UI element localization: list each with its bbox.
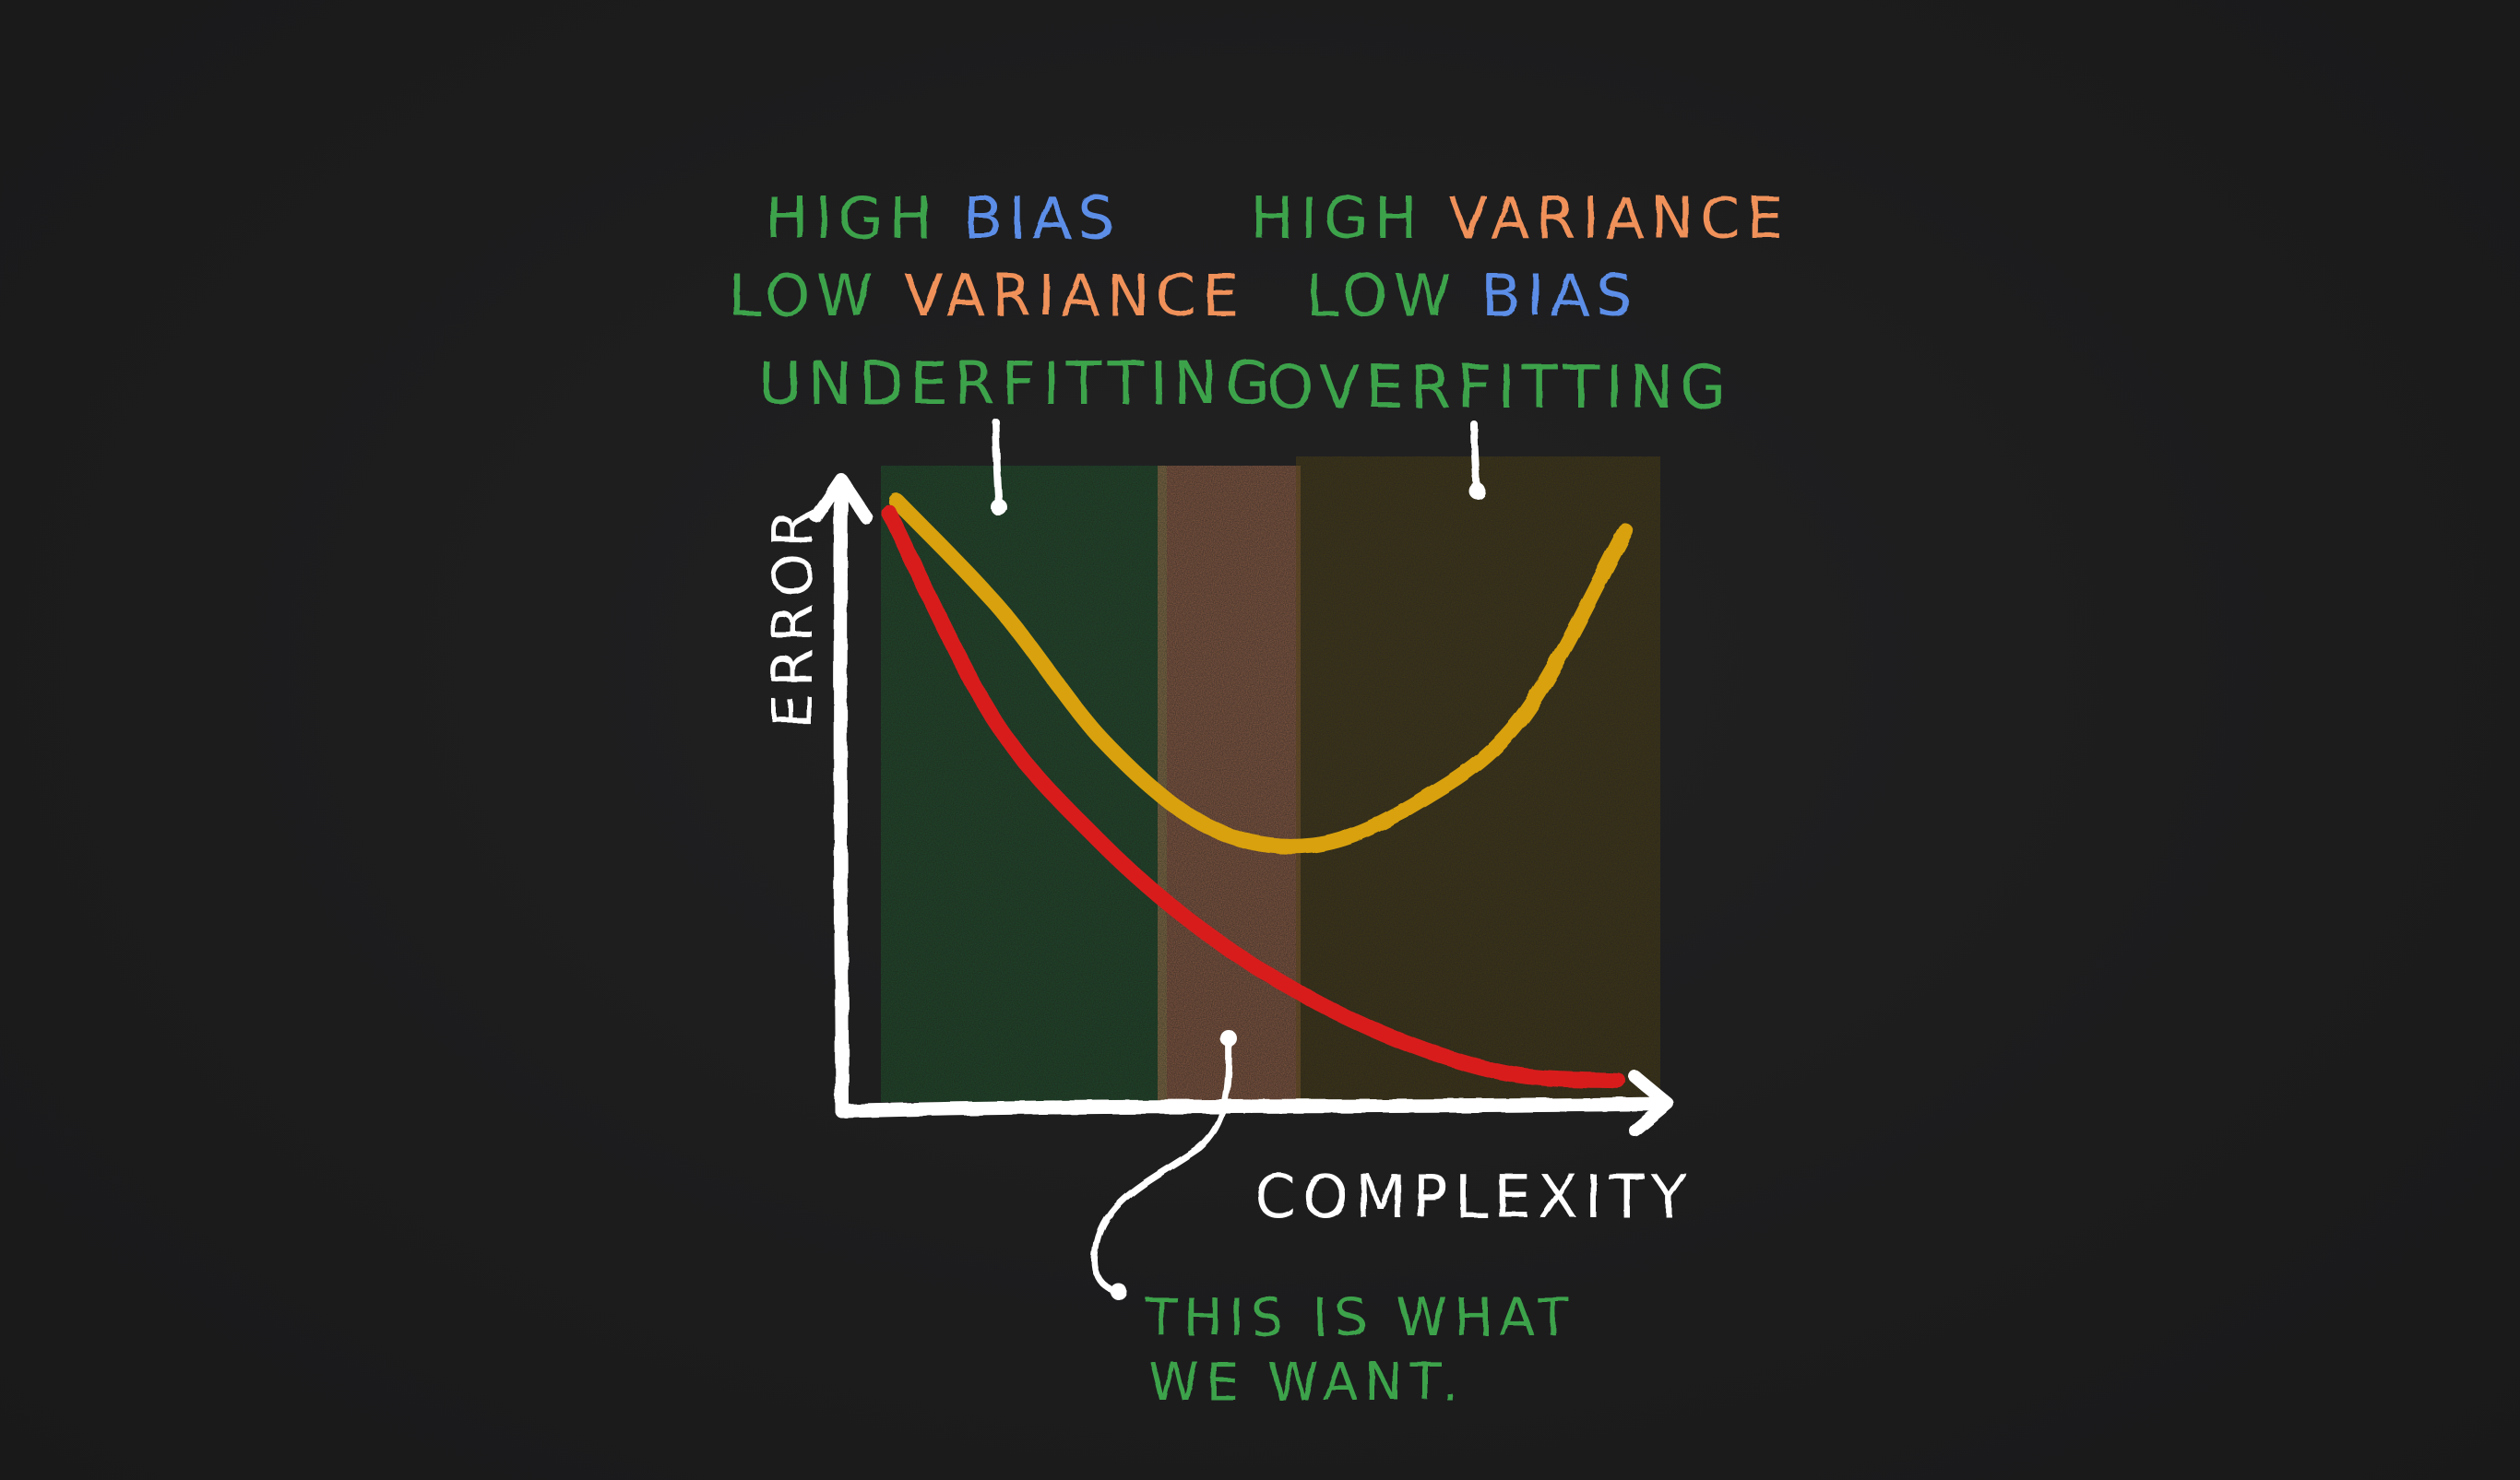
- high-bias-word-high: HIGH: [766, 184, 963, 252]
- curves: [881, 492, 1634, 1089]
- training-error-curve-point: [1513, 1073, 1515, 1075]
- overfitting-label: OVERFITTING: [1267, 354, 1732, 422]
- sweet-spot-pointer: [1091, 1036, 1232, 1295]
- high-bias-word-bias: BIAS: [963, 184, 1121, 252]
- low-bias-word-low: LOW: [1306, 262, 1481, 329]
- svg-text:LOW BIAS: LOW BIAS: [1306, 262, 1639, 329]
- note-line-2: WE WANT.: [1148, 1353, 1464, 1413]
- y-axis-arrowhead: [810, 473, 874, 525]
- high-variance-word-variance: VARIANCE: [1448, 184, 1789, 252]
- high-variance-word-high: HIGH: [1251, 184, 1448, 252]
- y-axis-label: ERROR: [761, 503, 826, 728]
- overfitting-pointer-dot: [1468, 482, 1485, 499]
- validation-error-curve-point: [1208, 826, 1210, 828]
- y-axis-line: [833, 477, 850, 1119]
- training-error-curve-point: [1201, 929, 1203, 930]
- underfitting-zone: [881, 466, 1167, 1102]
- validation-error-curve-point: [1520, 717, 1522, 719]
- validation-error-curve-point: [1416, 802, 1418, 804]
- sweet-spot-zone: [1158, 466, 1301, 1102]
- validation-error-curve-point: [1104, 741, 1106, 743]
- training-error-curve-point: [1304, 995, 1306, 997]
- low-bias-word-bias: BIAS: [1481, 262, 1639, 329]
- note-line-1: THIS IS WHAT: [1145, 1288, 1575, 1348]
- low-variance-word-variance: VARIANCE: [904, 262, 1244, 329]
- overfitting-label-block: HIGH VARIANCE LOW BIAS OVERFITTING: [1251, 184, 1789, 422]
- svg-text:HIGH VARIANCE: HIGH VARIANCE: [1251, 184, 1789, 252]
- svg-text:LOW VARIANCE: LOW VARIANCE: [729, 262, 1245, 329]
- x-axis-arrowhead: [1629, 1071, 1674, 1137]
- training-error-curve-point: [1097, 838, 1099, 840]
- underfitting-pointer-dot: [991, 499, 1007, 515]
- low-variance-word-low: LOW: [729, 262, 904, 329]
- axes: [810, 473, 1674, 1137]
- sweet-spot-pointer-end: [1110, 1283, 1126, 1299]
- underfitting-pointer: [992, 418, 1003, 509]
- training-error-curve-point: [888, 512, 890, 514]
- underfitting-label-block: HIGH BIAS LOW VARIANCE UNDERFITTING: [729, 184, 1277, 419]
- pointers: [991, 418, 1485, 1299]
- svg-text:HIGH BIAS: HIGH BIAS: [766, 184, 1121, 252]
- x-axis-line: [835, 1096, 1668, 1119]
- sweet-spot-note: THIS IS WHAT WE WANT.: [1145, 1288, 1575, 1413]
- validation-error-curve-point: [1624, 530, 1626, 532]
- training-error-curve-point: [1617, 1080, 1619, 1082]
- underfitting-label: UNDERFITTING: [758, 350, 1277, 419]
- x-axis-label: COMPLEXITY: [1254, 1164, 1694, 1232]
- training-error-curve-point: [1409, 1044, 1410, 1046]
- overfitting-pointer: [1470, 420, 1480, 492]
- zones: [881, 456, 1660, 1102]
